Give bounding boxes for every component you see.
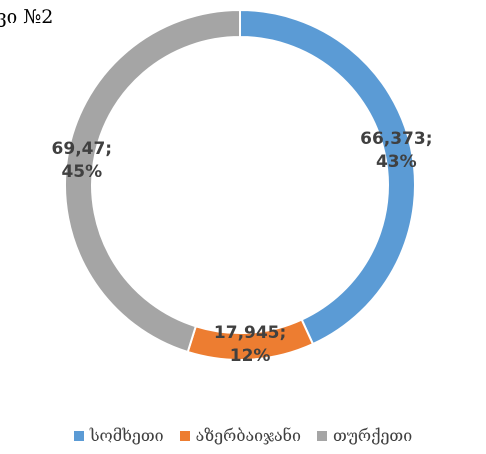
data-label: 17,945; 12% <box>213 322 287 366</box>
legend-swatch <box>73 430 84 441</box>
legend-swatch <box>316 430 327 441</box>
donut-segment <box>64 8 241 354</box>
legend-swatch <box>179 430 190 441</box>
chart-title: ვი №2 <box>0 6 54 28</box>
legend: სომხეთი აზერბაიჯანი თურქეთი <box>0 426 486 445</box>
data-label: 69,47; 45% <box>51 138 113 182</box>
donut-segment <box>239 8 416 346</box>
data-label: 66,373; 43% <box>360 128 433 172</box>
legend-item: თურქეთი <box>316 426 413 445</box>
legend-item: სომხეთი <box>73 426 164 445</box>
legend-label: აზერბაიჯანი <box>195 426 301 445</box>
legend-label: სომხეთი <box>89 426 164 445</box>
legend-item: აზერბაიჯანი <box>179 426 301 445</box>
legend-label: თურქეთი <box>332 426 413 445</box>
